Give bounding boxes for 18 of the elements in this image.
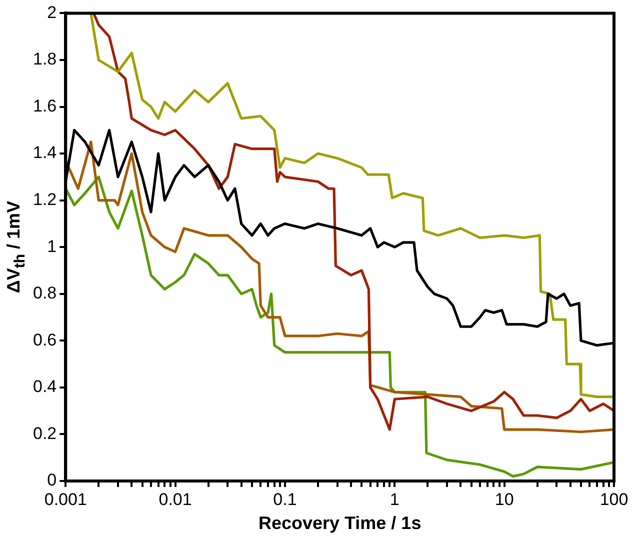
y-tick-label: 0	[47, 470, 57, 490]
y-tick-label: 1.4	[32, 143, 57, 162]
y-tick-label: 1.2	[32, 190, 57, 210]
y-tick-label: 2	[47, 2, 57, 22]
x-tick-label: 1	[390, 490, 400, 509]
x-axis-title: Recovery Time / 1s	[258, 513, 422, 534]
y-tick-label: 1.6	[32, 96, 57, 116]
y-tick-label: 1	[47, 236, 57, 256]
y-tick-label: 0.2	[32, 424, 57, 443]
y-tick-label: 1.8	[32, 50, 57, 69]
x-tick-label: 0.001	[44, 490, 87, 509]
y-tick-label: 0.4	[32, 377, 57, 396]
y-tick-label: 0.8	[32, 284, 57, 303]
x-tick-label: 0.1	[273, 490, 297, 509]
x-tick-label: 10	[494, 490, 514, 509]
x-tick-label: 100	[600, 490, 628, 509]
y-tick-label: 0.6	[32, 330, 57, 350]
x-tick-label: 0.01	[158, 490, 192, 509]
